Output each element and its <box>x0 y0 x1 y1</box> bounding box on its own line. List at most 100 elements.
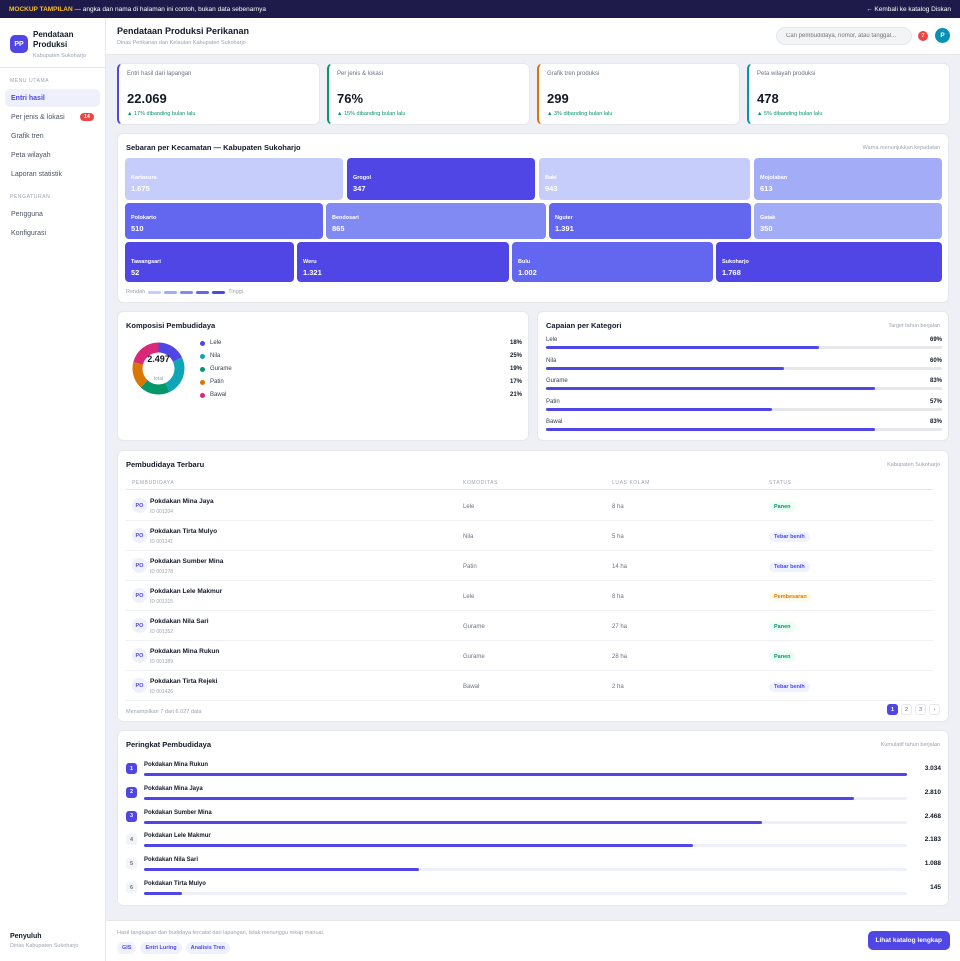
achievement-fill <box>546 366 784 370</box>
ranking-fill <box>144 892 183 895</box>
table-header-divider <box>126 489 933 490</box>
col-commodity[interactable]: KOMODITAS <box>463 480 499 486</box>
page-button[interactable]: 1 <box>887 704 898 715</box>
treemap-note: Warna menunjukkan kepadatan <box>862 145 940 151</box>
table-row[interactable]: PO Pokdakan Sumber Mina ID 001278 Patin 14 h… <box>126 551 933 581</box>
legend-low-label: Rendah <box>126 289 146 295</box>
composition-legend-item: Lele 18% <box>200 338 522 348</box>
donut-slice-gurame[interactable] <box>140 380 170 395</box>
avatar[interactable]: P <box>935 28 950 43</box>
farmer-name[interactable]: Pokdakan Lele Makmur <box>150 588 223 595</box>
page-button[interactable]: 3 <box>915 704 926 715</box>
notification-badge[interactable]: 7 <box>918 31 928 41</box>
ranking-track <box>144 868 907 872</box>
row-avatar: PO <box>132 648 147 663</box>
stat-card[interactable]: Per jenis & lokasi 76% ▲ 15% dibanding bul… <box>327 63 530 125</box>
sidebar-item-pengguna[interactable]: Pengguna <box>5 205 100 223</box>
commodity-cell: Gurame <box>463 654 485 660</box>
col-farmer[interactable]: PEMBUDIDAYA <box>132 480 175 486</box>
col-pond-area[interactable]: LUAS KOLAM <box>612 480 650 486</box>
ranking-track <box>144 796 907 800</box>
achievement-label: Lele <box>546 337 558 343</box>
pond-area-cell: 2 ha <box>612 684 624 690</box>
footer-chip[interactable]: Entri Luring <box>140 942 182 954</box>
sidebar-item-konfigurasi[interactable]: Konfigurasi <box>5 224 100 242</box>
footer-chip[interactable]: Analisis Tren <box>185 942 230 954</box>
legend-label: Nila <box>210 353 221 359</box>
brand-logo: PP <box>10 35 28 53</box>
district-value: 1.675 <box>131 184 150 193</box>
section-settings-label: PENGATURAN <box>10 194 51 200</box>
search-input[interactable] <box>776 27 912 45</box>
pond-area-cell: 5 ha <box>612 534 624 540</box>
stat-card[interactable]: Grafik tren produksi 299 ▲ 3% dibanding bu… <box>537 63 740 125</box>
sidebar-item-per-jenis-lokasi[interactable]: Per jenis & lokasi 14 <box>5 108 100 126</box>
ranking-track <box>144 820 907 824</box>
ranking-note: Kumulatif tahun berjalan <box>880 742 940 748</box>
pond-area-cell: 8 ha <box>612 504 624 510</box>
table-row[interactable]: PO Pokdakan Lele Makmur ID 001315 Lele 8 ha P… <box>126 581 933 611</box>
stat-label: Grafik tren produksi <box>547 71 600 77</box>
district-tile[interactable]: Kartasura 1.675 <box>125 158 343 200</box>
sidebar-item-grafik-tren[interactable]: Grafik tren <box>5 127 100 145</box>
back-to-catalog-link[interactable]: ← Kembali ke katalog Diskan <box>866 5 951 13</box>
commodity-cell: Bawal <box>463 684 480 690</box>
donut-slice-patin[interactable] <box>132 362 148 388</box>
status-badge: Panen <box>769 622 796 632</box>
farmer-name[interactable]: Pokdakan Sumber Mina <box>150 558 224 565</box>
district-tile[interactable]: Weru 1.321 <box>297 242 509 282</box>
district-tile[interactable]: Grogol 347 <box>347 158 535 200</box>
achievement-percent: 83% <box>929 378 942 384</box>
ranking-value: 2.183 <box>924 836 941 844</box>
page-button[interactable]: 2 <box>901 704 912 715</box>
ranking-name: Pokdakan Lele Makmur <box>144 833 211 840</box>
table-row[interactable]: PO Pokdakan Tirta Rejeki ID 001426 Bawal 2 h… <box>126 671 933 701</box>
district-tile[interactable]: Mojolaban 613 <box>754 158 942 200</box>
stat-card[interactable]: Entri hasil dari lapangan 22.069 ▲ 17% dib… <box>117 63 320 125</box>
district-tile[interactable]: Tawangsari 52 <box>125 242 294 282</box>
user-role-title: Penyuluh <box>10 933 42 940</box>
next-page-button[interactable]: › <box>929 704 940 715</box>
farmer-name[interactable]: Pokdakan Nila Sari <box>150 618 209 625</box>
district-tile[interactable]: Sukoharjo 1.768 <box>716 242 942 282</box>
district-tile[interactable]: Polokarto 510 <box>125 203 323 239</box>
col-status[interactable]: STATUS <box>769 480 792 486</box>
achievement-fill <box>546 346 820 349</box>
ranking-name: Pokdakan Nila Sari <box>144 857 199 864</box>
farmer-name[interactable]: Pokdakan Mina Jaya <box>150 498 214 505</box>
achievement-label: Nila <box>546 357 557 364</box>
district-tile[interactable]: Bendosari 865 <box>326 203 546 239</box>
district-name: Bendosari <box>332 215 359 221</box>
farmer-name[interactable]: Pokdakan Tirta Mulyo <box>150 528 218 535</box>
sidebar: PP Pendataan Produksi Kabupaten Sukoharj… <box>0 18 106 961</box>
sidebar-item-entri-hasil[interactable]: Entri hasil <box>5 89 100 107</box>
ranking-row: 6 Pokdakan Tirta Mulyo 145 <box>126 881 941 901</box>
table-row[interactable]: PO Pokdakan Nila Sari ID 001352 Gurame 27 ha… <box>126 611 933 641</box>
district-tile[interactable]: Baki 943 <box>539 158 750 200</box>
table-row[interactable]: PO Pokdakan Mina Jaya ID 001204 Lele 8 ha Pan… <box>126 491 933 521</box>
district-tile[interactable]: Bulu 1.002 <box>512 242 713 282</box>
composition-title: Komposisi Pembudidaya <box>126 321 216 330</box>
sidebar-item-peta-wilayah[interactable]: Peta wilayah <box>5 146 100 164</box>
donut-slice-lele[interactable] <box>158 342 183 362</box>
farmer-name[interactable]: Pokdakan Mina Rukun <box>150 648 220 655</box>
footer-chip[interactable]: GIS <box>117 942 137 954</box>
ranking-value: 2.810 <box>924 788 941 796</box>
user-role-org: Dinas Kabupaten Sukoharjo <box>10 943 79 949</box>
composition-card: Komposisi Pembudidaya 2.497 total Lele 18… <box>117 311 529 441</box>
banner-message: — angka dan nama di halaman ini contoh, … <box>74 5 267 13</box>
district-name: Polokarto <box>131 215 157 221</box>
donut-slice-nila[interactable] <box>165 357 185 393</box>
commodity-cell: Lele <box>463 504 475 510</box>
table-row[interactable]: PO Pokdakan Tirta Mulyo ID 001241 Nila 5 ha T… <box>126 521 933 551</box>
table-row[interactable]: PO Pokdakan Mina Rukun ID 001389 Gurame 28 h… <box>126 641 933 671</box>
farmer-name[interactable]: Pokdakan Tirta Rejeki <box>150 678 218 685</box>
ranking-value: 3.034 <box>924 765 941 772</box>
view-catalog-button[interactable]: Lihat katalog lengkap <box>867 931 950 950</box>
donut-slice-bawal[interactable] <box>133 342 159 365</box>
district-tile[interactable]: Nguter 1.391 <box>549 203 751 239</box>
district-tile[interactable]: Gatak 350 <box>754 203 942 239</box>
stat-change: ▲ 17% dibanding bulan lalu <box>127 111 196 117</box>
sidebar-item-laporan-statistik[interactable]: Laporan statistik <box>5 165 100 183</box>
stat-card[interactable]: Peta wilayah produksi 478 ▲ 5% dibanding b… <box>747 63 950 125</box>
